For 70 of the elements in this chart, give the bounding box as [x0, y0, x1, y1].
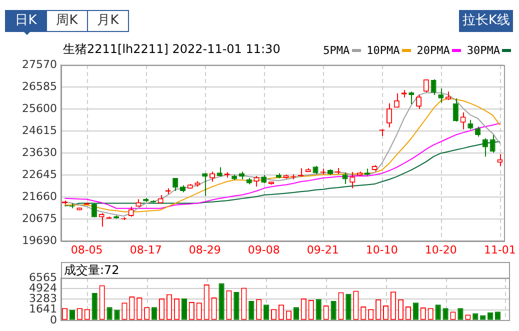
x-tick-label: 10-10 — [366, 243, 398, 256]
x-tick-label: 09-08 — [248, 243, 280, 256]
chart-title: 生猪2211[lh2211] 2022-11-01 11:30 — [63, 42, 280, 56]
legend-label: 5PMA — [323, 44, 350, 57]
bar — [435, 304, 441, 320]
chart-title: 成交量:72 — [64, 263, 120, 278]
candlestick — [416, 94, 422, 110]
text: 月K — [87, 11, 128, 31]
bar — [106, 307, 112, 320]
candlestick — [254, 175, 260, 188]
candlestick — [172, 177, 178, 192]
bar — [346, 294, 352, 320]
y-tick-label: 6565 — [29, 270, 57, 284]
x-tick-label: 08-17 — [130, 243, 162, 256]
y-tick-label: 27570 — [22, 58, 57, 71]
bar — [234, 292, 240, 320]
y-tick-label: 1641 — [29, 302, 57, 316]
candlestick — [350, 171, 356, 189]
candlestick — [394, 92, 400, 108]
y-tick-label: 0 — [50, 313, 57, 326]
y-tick-label: 23630 — [22, 146, 57, 159]
bar — [152, 307, 158, 320]
bar — [181, 298, 187, 320]
y-tick-label: 25600 — [22, 102, 57, 115]
candlestick — [482, 138, 488, 158]
candlestick — [490, 134, 496, 154]
candlestick — [452, 98, 458, 122]
text: 周K — [46, 11, 87, 31]
candlestick — [468, 119, 474, 130]
text: 日K — [6, 11, 46, 31]
bar — [69, 310, 75, 320]
bar — [412, 302, 418, 320]
x-tick-label: 08-05 — [70, 243, 103, 256]
text: 拉长K线 — [459, 10, 513, 32]
y-tick-label: 19690 — [22, 234, 57, 247]
candlestick — [91, 202, 97, 218]
candlestick — [209, 171, 215, 182]
legend-label: 10PMA — [366, 44, 400, 57]
y-tick-label: 4924 — [29, 281, 57, 294]
candlestick — [216, 166, 222, 178]
bar — [264, 304, 270, 320]
candlestick — [430, 78, 436, 96]
x-tick-label: 08-29 — [188, 243, 221, 256]
candlestick — [438, 88, 444, 104]
candlestick — [98, 212, 104, 228]
bar — [114, 310, 120, 320]
candlestick — [128, 206, 134, 218]
candlestick — [460, 112, 466, 130]
bar — [293, 307, 299, 320]
x-tick-label: 09-21 — [306, 243, 339, 256]
y-tick-label: 26585 — [22, 80, 57, 93]
bar — [248, 301, 254, 320]
y-tick-label: 21660 — [22, 190, 57, 203]
y-tick-label: 24615 — [22, 124, 57, 137]
bar — [218, 283, 224, 320]
bar — [92, 292, 98, 320]
x-tick-label: 11-01 — [484, 243, 516, 256]
candlestick — [386, 102, 392, 128]
y-tick-label: 22645 — [22, 168, 57, 181]
x-tick-label: 10-20 — [424, 243, 457, 256]
y-tick-label: 3283 — [29, 292, 57, 306]
bar — [458, 308, 464, 320]
candlestick — [423, 78, 429, 93]
bar — [442, 308, 448, 320]
bar — [316, 299, 322, 320]
candlestick — [342, 172, 348, 184]
y-tick-label: 20675 — [22, 212, 57, 225]
legend-label: 30PMA — [466, 44, 500, 57]
bar — [330, 301, 336, 320]
legend-label: 20PMA — [416, 44, 450, 57]
